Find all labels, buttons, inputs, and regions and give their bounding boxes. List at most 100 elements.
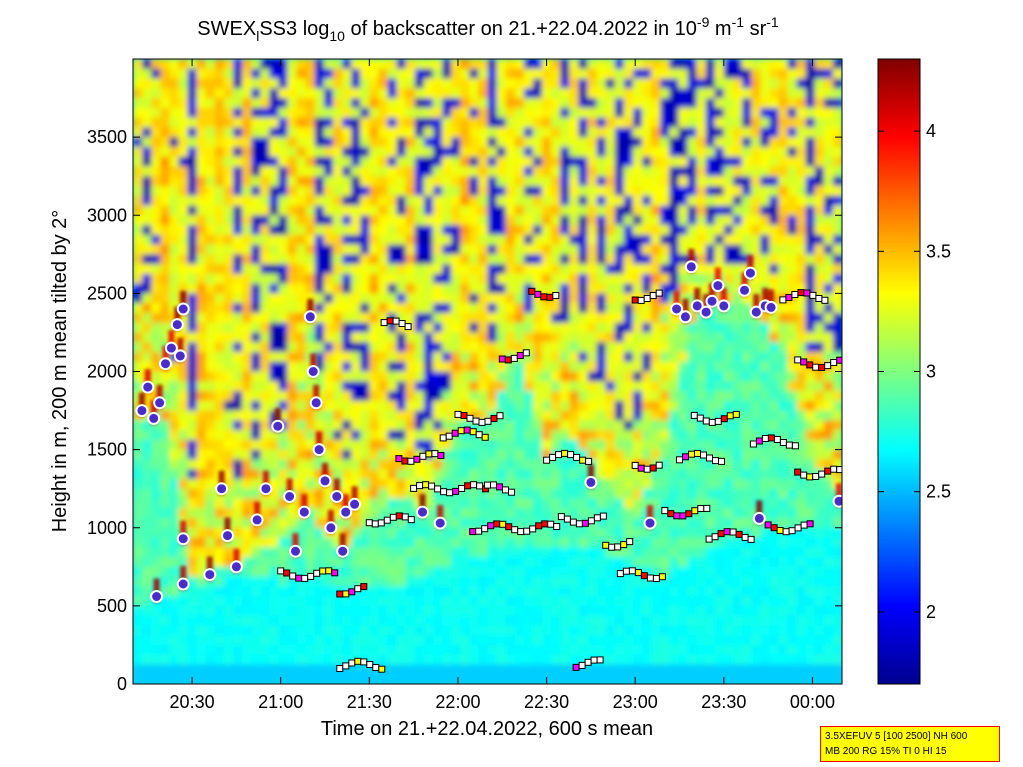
field-cell (460, 312, 471, 324)
field-cell (687, 576, 698, 588)
field-cell (523, 596, 534, 607)
field-cell (605, 98, 616, 109)
field-cell (796, 166, 807, 178)
field-cell (151, 312, 162, 324)
field-cell (723, 342, 734, 353)
field-cell (714, 371, 725, 383)
field-cell (178, 635, 189, 646)
field-cell (351, 146, 362, 158)
field-cell (396, 527, 407, 539)
field-cell (242, 186, 253, 197)
field-cell (169, 449, 180, 461)
field-cell (514, 225, 525, 236)
field-cell (251, 576, 262, 588)
field-cell (823, 254, 834, 266)
field-cell (514, 635, 525, 646)
field-cell (142, 303, 153, 314)
field-cell (796, 381, 807, 393)
field-cell (423, 596, 434, 607)
field-cell (596, 410, 607, 422)
field-cell (460, 576, 471, 588)
field-cell (460, 205, 471, 217)
field-cell (551, 244, 562, 256)
field-cell (642, 176, 653, 187)
field-cell (133, 137, 144, 148)
field-cell (496, 459, 507, 471)
field-cell (578, 459, 589, 471)
field-cell (169, 674, 180, 684)
field-cell (551, 557, 562, 568)
field-cell (632, 234, 643, 246)
field-cell (314, 674, 325, 684)
field-cell (551, 459, 562, 471)
field-cell (333, 410, 344, 422)
field-cell (460, 225, 471, 236)
field-cell (787, 557, 798, 568)
field-cell (687, 107, 698, 119)
field-cell (460, 88, 471, 100)
field-cell (369, 293, 380, 305)
field-cell (178, 254, 189, 266)
field-cell (814, 303, 825, 314)
field-cell (278, 332, 289, 344)
field-cell (532, 605, 543, 617)
field-cell (233, 254, 244, 266)
field-cell (487, 322, 498, 334)
field-cell (487, 537, 498, 549)
field-cell (387, 654, 398, 666)
field-cell (151, 508, 162, 519)
field-cell (660, 127, 671, 139)
field-cell (714, 98, 725, 109)
field-cell (414, 137, 425, 148)
field-cell (469, 137, 480, 148)
field-cell (742, 98, 753, 109)
field-cell (405, 234, 416, 246)
field-cell (751, 264, 762, 275)
field-cell (387, 88, 398, 100)
field-cell (742, 146, 753, 158)
field-cell (487, 215, 498, 227)
field-cell (351, 635, 362, 646)
field-cell (796, 527, 807, 539)
field-cell (414, 527, 425, 539)
field-cell (760, 254, 771, 266)
field-cell (778, 605, 789, 617)
field-cell (423, 166, 434, 178)
field-cell (551, 430, 562, 441)
field-cell (278, 547, 289, 559)
field-cell (632, 117, 643, 129)
field-cell (587, 264, 598, 275)
field-cell (160, 68, 171, 80)
field-cell (460, 596, 471, 607)
field-cell (778, 508, 789, 519)
field-cell (142, 557, 153, 568)
field-cell (714, 430, 725, 441)
field-cell (278, 459, 289, 471)
field-cell (369, 625, 380, 637)
field-cell (696, 596, 707, 607)
field-cell (814, 156, 825, 168)
field-cell (205, 527, 216, 539)
field-cell (360, 254, 371, 266)
field-cell (514, 654, 525, 666)
field-cell (178, 88, 189, 100)
field-cell (433, 332, 444, 344)
field-cell (423, 88, 434, 100)
field-cell (214, 586, 225, 598)
field-cell (723, 205, 734, 217)
field-cell (532, 107, 543, 119)
field-cell (760, 635, 771, 646)
field-cell (669, 225, 680, 236)
field-cell (451, 664, 462, 676)
field-cell (342, 459, 353, 471)
field-cell (705, 586, 716, 598)
field-cell (496, 439, 507, 451)
field-cell (387, 605, 398, 617)
field-cell (196, 576, 207, 588)
field-cell (369, 527, 380, 539)
field-cell (360, 586, 371, 598)
field-cell (551, 68, 562, 80)
field-cell (723, 644, 734, 656)
field-cell (369, 59, 380, 70)
field-cell (405, 166, 416, 178)
